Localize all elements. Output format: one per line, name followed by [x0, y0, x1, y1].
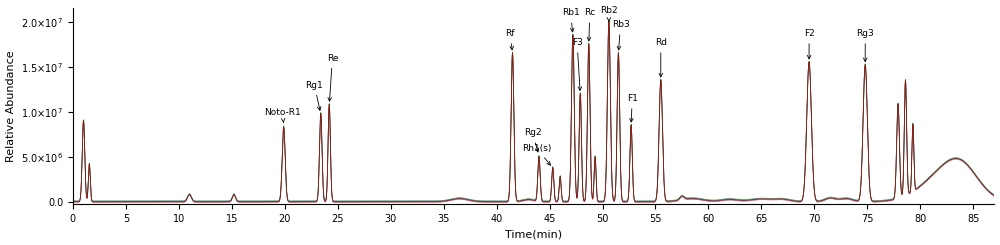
Text: F1: F1 [627, 94, 638, 122]
Text: Rg2: Rg2 [524, 128, 541, 152]
Y-axis label: Relative Abundance: Relative Abundance [6, 50, 16, 162]
Text: F2: F2 [804, 29, 814, 59]
X-axis label: Time(min): Time(min) [505, 230, 562, 239]
Text: Re: Re [327, 54, 338, 101]
Text: Rh1(s): Rh1(s) [522, 144, 552, 165]
Text: Rd: Rd [655, 38, 667, 77]
Text: Noto-R1: Noto-R1 [264, 108, 301, 122]
Text: Rf: Rf [506, 29, 515, 50]
Text: Rc: Rc [584, 9, 595, 41]
Text: Rb3: Rb3 [612, 20, 629, 50]
Text: F3: F3 [572, 38, 583, 90]
Text: Rg3: Rg3 [856, 29, 874, 61]
Text: Rg1: Rg1 [306, 81, 323, 110]
Text: Rb1: Rb1 [562, 9, 580, 32]
Text: Rb2: Rb2 [600, 6, 618, 21]
